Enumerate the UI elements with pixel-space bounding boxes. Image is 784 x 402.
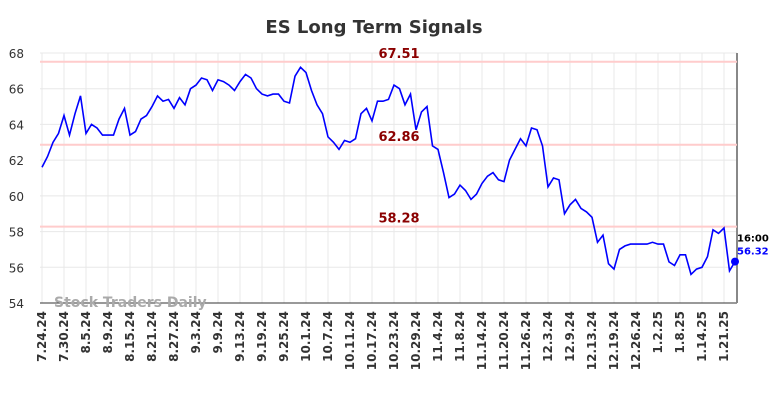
- y-tick-label: 54: [9, 297, 24, 311]
- x-tick-label: 8.9.24: [101, 311, 115, 354]
- x-tick-label: 12.3.24: [541, 311, 555, 362]
- x-tick-label: 11.14.24: [475, 311, 489, 370]
- x-tick-label: 11.20.24: [497, 311, 511, 370]
- x-tick-label: 10.29.24: [409, 311, 423, 370]
- x-tick-label: 9.3.24: [189, 311, 203, 354]
- y-tick-label: 60: [9, 190, 24, 204]
- x-tick-label: 10.17.24: [365, 311, 379, 370]
- x-tick-label: 9.19.24: [255, 311, 269, 362]
- x-tick-label: 9.25.24: [277, 311, 291, 362]
- x-tick-label: 12.26.24: [629, 311, 643, 370]
- signal-label: 62.86: [378, 130, 419, 145]
- x-tick-label: 9.13.24: [233, 311, 247, 362]
- y-tick-label: 58: [9, 226, 24, 240]
- x-tick-label: 8.15.24: [123, 311, 137, 362]
- x-tick-label: 8.5.24: [79, 311, 93, 354]
- x-tick-label: 10.23.24: [387, 311, 401, 370]
- y-tick-label: 68: [9, 47, 24, 61]
- y-tick-label: 66: [9, 83, 24, 97]
- x-tick-label: 1.21.25: [717, 311, 731, 362]
- x-tick-label: 10.7.24: [321, 311, 335, 362]
- x-tick-label: 1.2.25: [651, 311, 665, 354]
- y-tick-label: 64: [9, 118, 24, 132]
- x-tick-label: 7.30.24: [57, 311, 71, 362]
- y-tick-label: 62: [9, 154, 24, 168]
- x-tick-label: 8.27.24: [167, 311, 181, 362]
- x-tick-label: 1.8.25: [673, 311, 687, 354]
- chart-title: ES Long Term Signals: [265, 17, 482, 38]
- x-tick-label: 12.9.24: [563, 311, 577, 362]
- signal-label: 67.51: [378, 47, 419, 62]
- x-tick-label: 11.8.24: [453, 311, 467, 362]
- signal-label: 58.28: [378, 212, 419, 227]
- x-tick-label: 10.11.24: [343, 311, 357, 370]
- x-tick-label: 9.9.24: [211, 311, 225, 354]
- last-value: 56.32: [737, 247, 769, 258]
- x-tick-label: 12.19.24: [607, 311, 621, 370]
- x-tick-label: 7.24.24: [35, 311, 49, 362]
- y-tick-label: 56: [9, 261, 24, 275]
- watermark: Stock Traders Daily: [54, 295, 207, 311]
- x-tick-label: 10.1.24: [299, 311, 313, 362]
- price-line: [41, 66, 736, 276]
- x-tick-label: 8.21.24: [145, 311, 159, 362]
- last-time: 16:00: [737, 234, 769, 245]
- x-tick-label: 12.13.24: [585, 311, 599, 370]
- last-point: [731, 257, 739, 266]
- x-tick-label: 11.4.24: [431, 311, 445, 362]
- x-tick-label: 11.26.24: [519, 311, 533, 370]
- x-tick-label: 1.14.25: [695, 311, 709, 362]
